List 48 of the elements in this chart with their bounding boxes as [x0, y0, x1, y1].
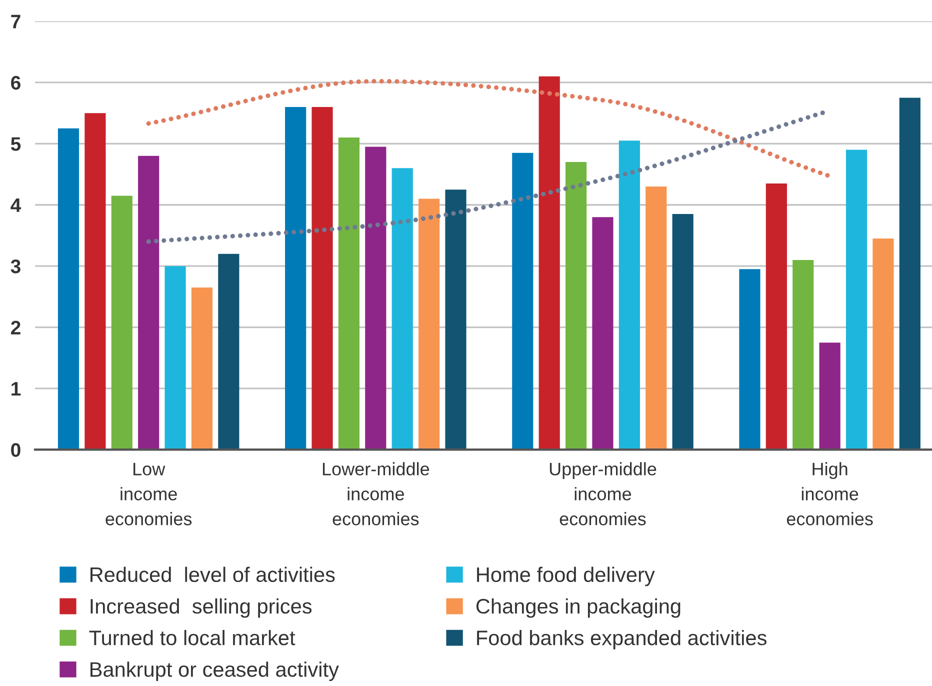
y-tick-label: 4	[10, 198, 22, 212]
y-tick-label: 6	[11, 76, 20, 90]
bar	[592, 217, 614, 450]
legend-label: Home food delivery	[477, 566, 655, 586]
bar	[872, 238, 894, 450]
y-tick-label: 5	[10, 137, 21, 151]
bar	[84, 113, 106, 450]
x-tick-label: Low income economies	[106, 462, 192, 526]
bar	[365, 146, 386, 450]
bar	[218, 254, 240, 450]
legend-label: Turned to local market	[89, 630, 296, 646]
bar	[312, 106, 333, 450]
legend-label: Bankrupt or ceased activity	[90, 662, 339, 682]
line-series	[146, 78, 832, 178]
bar	[766, 183, 787, 450]
bar	[899, 98, 920, 450]
bar	[819, 342, 840, 450]
bar	[191, 287, 213, 450]
legend-label: Food banks expanded activities	[477, 630, 766, 650]
bar	[445, 190, 466, 450]
x-tick-label: Upper-middle income economies	[550, 462, 656, 526]
bar	[164, 266, 186, 450]
bar	[512, 152, 534, 450]
y-tick-label: 7	[11, 14, 20, 28]
y-tick-label: 0	[11, 443, 20, 457]
x-tick-label: High income economies	[786, 462, 873, 526]
bar	[672, 214, 694, 450]
y-tick-label: 3	[10, 260, 20, 274]
bar	[846, 150, 868, 450]
bar	[58, 128, 80, 450]
bar	[111, 196, 132, 450]
y-tick-label: 2	[11, 320, 20, 334]
x-tick-label: Lower-middle income economies	[322, 462, 430, 526]
legend-label: Changes in packaging	[476, 598, 680, 618]
bar	[138, 156, 160, 450]
bar	[418, 198, 440, 450]
bar	[338, 138, 360, 450]
y-tick-label: 1	[12, 382, 21, 396]
bar	[538, 76, 560, 450]
bar	[618, 140, 640, 450]
bar	[285, 106, 306, 450]
legend-label: Reduced level of activities	[90, 566, 335, 582]
bar	[565, 162, 587, 450]
bar	[646, 186, 667, 450]
bar	[392, 168, 413, 450]
bar	[739, 269, 760, 450]
bar	[792, 260, 814, 450]
legend-label: Increased selling prices	[90, 598, 312, 618]
